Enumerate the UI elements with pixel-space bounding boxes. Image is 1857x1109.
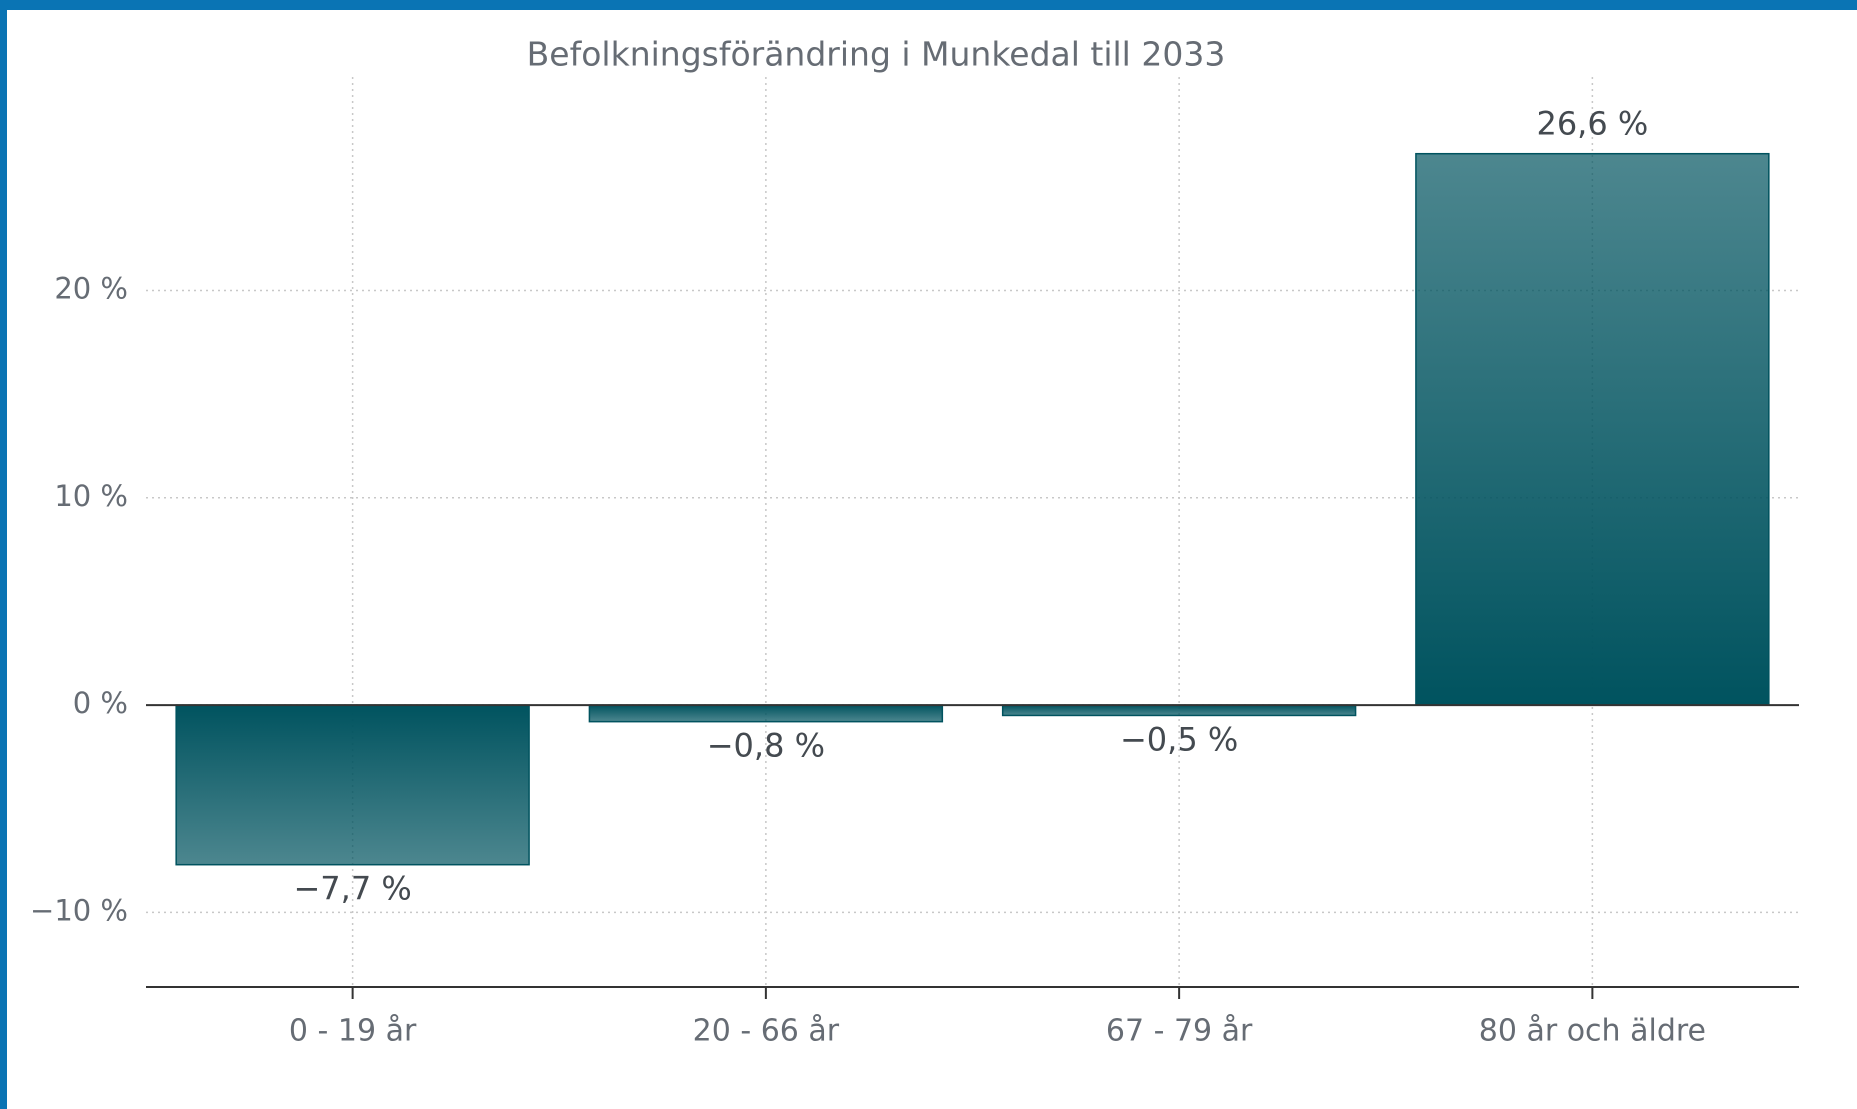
value-label: −7,7 %	[293, 870, 411, 908]
bar	[1415, 152, 1770, 706]
chart-title: Befolkningsförändring i Munkedal till 20…	[527, 35, 1226, 74]
x-tick-label: 67 - 79 år	[1106, 1014, 1253, 1049]
y-tick-label: 10 %	[54, 479, 128, 513]
bar	[1001, 704, 1357, 717]
bar	[175, 704, 530, 866]
value-label: −0,5 %	[1120, 720, 1238, 758]
x-tick-label: 80 år och äldre	[1479, 1014, 1706, 1049]
bar	[588, 704, 944, 723]
value-label: −0,8 %	[707, 727, 825, 765]
y-tick-label: 0 %	[73, 686, 128, 720]
x-tick-label: 0 - 19 år	[289, 1014, 417, 1049]
y-tick-label: −10 %	[30, 893, 128, 927]
value-label: 26,6 %	[1536, 105, 1648, 143]
x-tick-label: 20 - 66 år	[693, 1014, 840, 1049]
y-tick-label: 20 %	[54, 272, 128, 306]
